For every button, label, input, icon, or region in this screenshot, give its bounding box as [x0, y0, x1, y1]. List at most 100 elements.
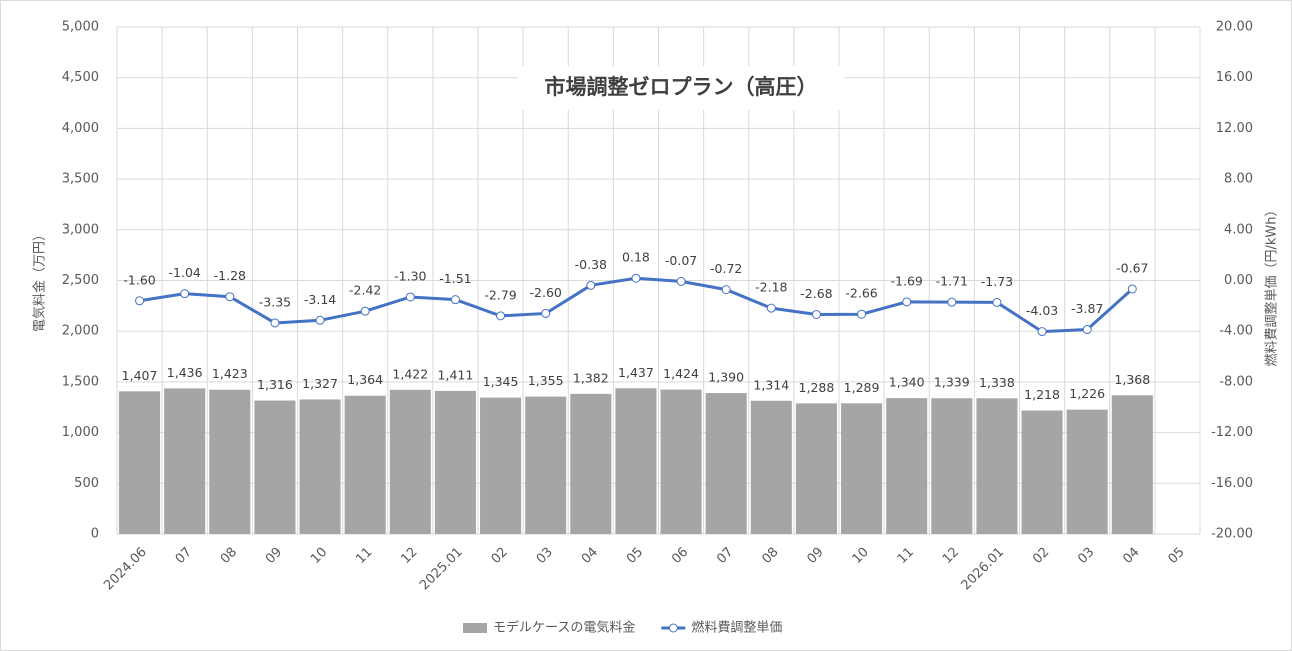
line-marker [721, 285, 731, 295]
y2-tick-label: -12.00 [1211, 425, 1253, 440]
line-marker [766, 303, 776, 313]
bar [570, 393, 612, 534]
y-tick-label: 1,000 [62, 425, 99, 440]
line-value-label: -1.73 [981, 274, 1013, 289]
y-tick-label: 4,000 [62, 121, 99, 136]
line-marker [811, 309, 821, 319]
bar [254, 400, 296, 534]
bar [299, 399, 341, 534]
line-marker [947, 297, 957, 307]
line-marker [270, 318, 280, 328]
y-tick-label: 5,000 [62, 20, 99, 35]
line-value-label: -3.87 [1071, 301, 1103, 316]
bar-value-label: 1,368 [1114, 372, 1150, 387]
line-value-label: -0.38 [575, 257, 607, 272]
line-marker [225, 292, 235, 302]
line-marker [1082, 325, 1092, 335]
bar [209, 389, 251, 534]
legend-label: モデルケースの電気料金 [493, 620, 635, 636]
line-value-label: -1.28 [214, 268, 246, 283]
bar [705, 393, 747, 534]
bar-value-label: 1,218 [1024, 387, 1060, 402]
y2-tick-label: 4.00 [1224, 222, 1253, 237]
y2-tick-label: 8.00 [1224, 172, 1253, 187]
y2-tick-label: -4.00 [1219, 324, 1253, 339]
line-marker [541, 308, 551, 318]
bar-value-label: 1,422 [392, 366, 428, 381]
y2-tick-label: 0.00 [1224, 273, 1253, 288]
y2-tick-label: -16.00 [1211, 476, 1253, 491]
line-marker [902, 297, 912, 307]
bar [1111, 395, 1153, 534]
line-value-label: -4.03 [1026, 303, 1058, 318]
y-tick-label: 1,500 [62, 374, 99, 389]
line-marker [180, 289, 190, 299]
legend-swatch [463, 623, 487, 633]
y2-tick-label: 16.00 [1216, 70, 1253, 85]
bar-value-label: 1,411 [438, 367, 474, 382]
line-value-label: -3.35 [259, 294, 291, 309]
line-marker [1127, 284, 1137, 294]
y2-tick-label: 20.00 [1216, 20, 1253, 35]
line-marker [135, 296, 145, 306]
line-marker [631, 273, 641, 283]
bar [750, 400, 792, 534]
line-value-label: -0.72 [710, 261, 742, 276]
line-value-label: -2.79 [484, 287, 516, 302]
bar [795, 403, 837, 534]
line-marker [992, 297, 1002, 307]
line-marker [496, 311, 506, 321]
line-value-label: -2.42 [349, 283, 381, 298]
bar-value-label: 1,340 [889, 375, 925, 390]
bar [976, 398, 1018, 534]
bar-value-label: 1,338 [979, 375, 1015, 390]
bar [164, 388, 206, 534]
y2-tick-label: -20.00 [1211, 527, 1253, 542]
bar-value-label: 1,288 [799, 380, 835, 395]
y2-tick-label: 12.00 [1216, 121, 1253, 136]
bar-value-label: 1,364 [347, 372, 383, 387]
bar [525, 396, 567, 534]
bar-value-label: 1,316 [257, 377, 293, 392]
y-tick-label: 3,500 [62, 172, 99, 187]
bar-value-label: 1,423 [212, 366, 248, 381]
y-tick-label: 0 [91, 527, 99, 542]
line-value-label: -2.66 [845, 286, 877, 301]
bar-value-label: 1,355 [528, 373, 564, 388]
bar [615, 388, 657, 534]
bar [434, 390, 476, 534]
bar [931, 398, 973, 534]
bar-value-label: 1,327 [302, 376, 338, 391]
bar [344, 395, 386, 534]
line-value-label: -1.60 [123, 272, 155, 287]
line-marker [405, 292, 415, 302]
bar-value-label: 1,345 [483, 374, 519, 389]
chart-title: 市場調整ゼロプラン（高圧） [545, 75, 818, 99]
bar-value-label: 1,382 [573, 370, 609, 385]
line-marker [315, 315, 325, 325]
y-axis-title: 電気料金（万円） [32, 228, 48, 332]
line-value-label: -1.71 [936, 274, 968, 289]
title-box [518, 66, 844, 110]
bar [1021, 410, 1063, 534]
line-value-label: -0.67 [1116, 260, 1148, 275]
line-marker [360, 306, 370, 316]
y2-tick-label: -8.00 [1219, 374, 1253, 389]
bar-value-label: 1,390 [708, 370, 744, 385]
line-value-label: -3.14 [304, 292, 336, 307]
bar-value-label: 1,407 [122, 368, 158, 383]
line-marker [857, 309, 867, 319]
line-value-label: -1.69 [891, 273, 923, 288]
bar [389, 389, 431, 534]
line-marker [1037, 327, 1047, 337]
y-tick-label: 3,000 [62, 222, 99, 237]
line-value-label: -2.18 [755, 280, 787, 295]
bar [886, 398, 928, 534]
y2-axis-title: 燃料費調整単価（円/kWh） [1264, 203, 1280, 366]
bar-value-label: 1,314 [753, 377, 789, 392]
y-tick-label: 2,000 [62, 324, 99, 339]
y-tick-label: 4,500 [62, 70, 99, 85]
line-value-label: -2.60 [530, 285, 562, 300]
bar-value-label: 1,436 [167, 365, 203, 380]
y-tick-label: 2,500 [62, 273, 99, 288]
